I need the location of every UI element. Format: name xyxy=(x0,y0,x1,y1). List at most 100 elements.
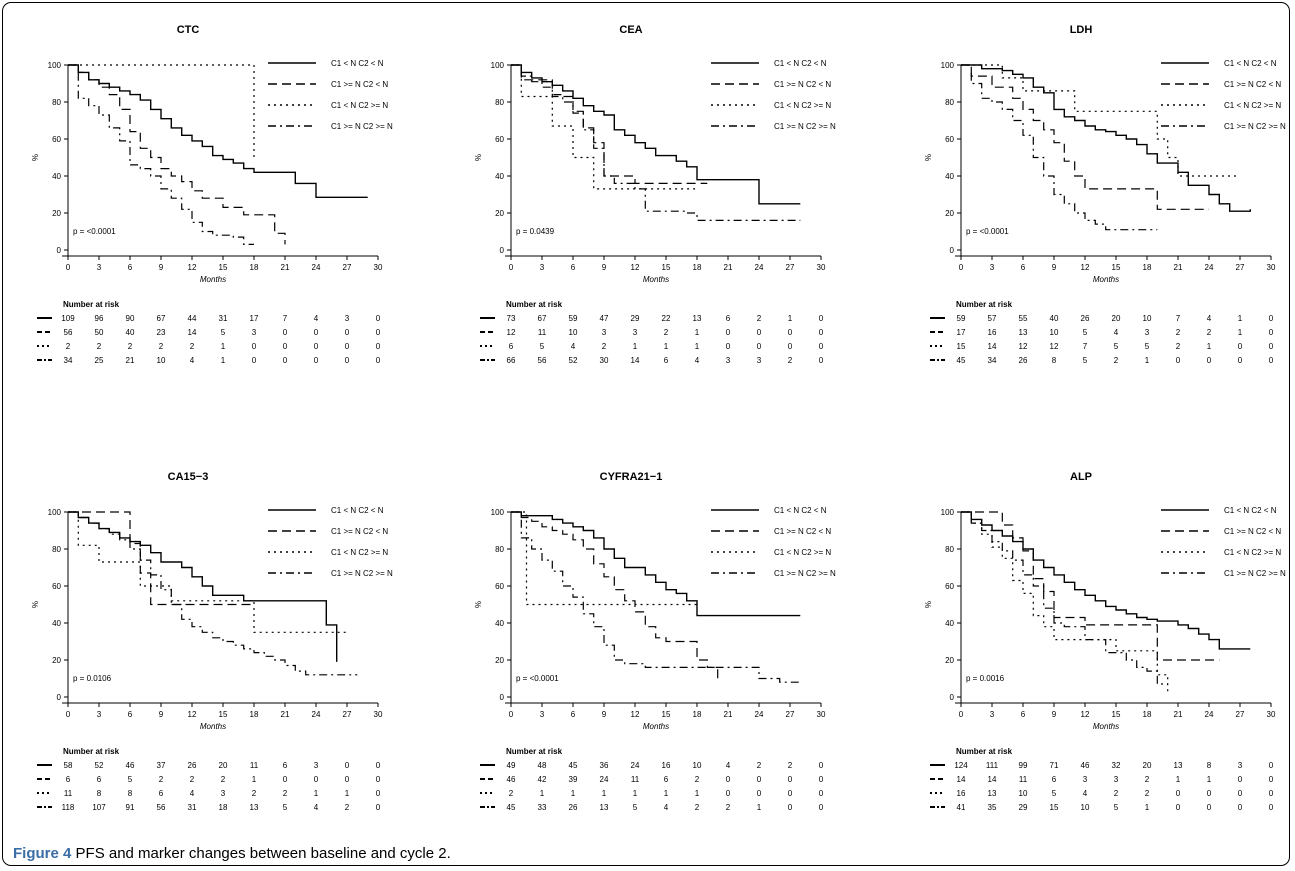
risk-count: 0 xyxy=(345,356,350,365)
panel-title: CYFRA21−1 xyxy=(600,471,663,483)
risk-count: 66 xyxy=(507,356,516,365)
p-value-label: p = 0.0016 xyxy=(966,674,1005,683)
risk-count: 0 xyxy=(376,314,381,323)
risk-count: 0 xyxy=(819,314,824,323)
risk-count: 1 xyxy=(571,789,576,798)
risk-count: 48 xyxy=(538,761,547,770)
risk-count: 14 xyxy=(988,342,997,351)
km-curve-3 xyxy=(961,64,1240,177)
x-tick-label: 27 xyxy=(343,263,352,272)
risk-count: 0 xyxy=(283,328,288,337)
risk-count: 2 xyxy=(283,789,288,798)
x-tick-label: 12 xyxy=(631,710,640,719)
km-curve-1 xyxy=(68,64,368,198)
risk-count: 73 xyxy=(507,314,516,323)
risk-count: 2 xyxy=(128,342,133,351)
risk-count: 0 xyxy=(757,789,762,798)
x-tick-label: 21 xyxy=(1174,263,1183,272)
risk-count: 49 xyxy=(507,761,516,770)
risk-count: 2 xyxy=(190,342,195,351)
risk-count: 4 xyxy=(695,356,700,365)
risk-count: 111 xyxy=(986,761,999,770)
risk-count: 1 xyxy=(695,789,700,798)
risk-count: 0 xyxy=(726,328,731,337)
legend-label-4: C1 >= N C2 >= N xyxy=(331,122,393,131)
y-tick-label: 100 xyxy=(491,61,505,70)
risk-count: 2 xyxy=(1207,328,1212,337)
km-curve-4 xyxy=(68,511,358,676)
risk-count: 96 xyxy=(95,314,104,323)
risk-count: 5 xyxy=(221,328,226,337)
risk-count: 4 xyxy=(1114,328,1119,337)
km-curve-4 xyxy=(961,511,1168,685)
risk-count: 4 xyxy=(1207,314,1212,323)
risk-count: 0 xyxy=(819,328,824,337)
km-curve-1 xyxy=(511,64,801,205)
y-tick-label: 100 xyxy=(941,508,955,517)
risk-count: 0 xyxy=(757,328,762,337)
x-tick-label: 27 xyxy=(1236,710,1245,719)
y-tick-label: 80 xyxy=(945,545,954,554)
risk-count: 2 xyxy=(1145,789,1150,798)
legend-label-4: C1 >= N C2 >= N xyxy=(331,569,393,578)
x-tick-label: 24 xyxy=(312,710,321,719)
x-tick-label: 30 xyxy=(1267,263,1276,272)
x-tick-label: 18 xyxy=(250,710,259,719)
risk-count: 13 xyxy=(1019,328,1028,337)
x-tick-label: 9 xyxy=(1052,263,1057,272)
risk-count: 4 xyxy=(571,342,576,351)
x-tick-label: 27 xyxy=(786,710,795,719)
legend-label-1: C1 < N C2 < N xyxy=(1224,506,1277,515)
risk-count: 10 xyxy=(1019,789,1028,798)
risk-count: 2 xyxy=(221,775,226,784)
y-tick-label: 60 xyxy=(495,135,504,144)
risk-count: 6 xyxy=(1052,775,1057,784)
risk-count: 99 xyxy=(1019,761,1028,770)
legend-label-1: C1 < N C2 < N xyxy=(1224,59,1277,68)
risk-count: 2 xyxy=(757,314,762,323)
risk-count: 2 xyxy=(695,803,700,812)
legend-label-3: C1 < N C2 >= N xyxy=(331,101,388,110)
risk-count: 0 xyxy=(376,803,381,812)
risk-count: 0 xyxy=(1207,803,1212,812)
risk-count: 46 xyxy=(126,761,135,770)
x-tick-label: 6 xyxy=(128,710,133,719)
risk-count: 11 xyxy=(64,789,73,798)
risk-count: 45 xyxy=(569,761,578,770)
risk-count: 23 xyxy=(157,328,166,337)
panel-title: LDH xyxy=(1070,24,1093,36)
x-tick-label: 21 xyxy=(724,263,733,272)
y-tick-label: 20 xyxy=(495,209,504,218)
y-tick-label: 0 xyxy=(950,693,955,702)
risk-count: 7 xyxy=(1176,314,1181,323)
risk-count: 42 xyxy=(538,775,547,784)
x-tick-label: 0 xyxy=(959,263,964,272)
km-curve-3 xyxy=(511,511,697,606)
risk-count: 46 xyxy=(1081,761,1090,770)
risk-count: 67 xyxy=(538,314,547,323)
risk-count: 1 xyxy=(252,775,257,784)
km-curve-4 xyxy=(511,511,801,683)
risk-count: 24 xyxy=(600,775,609,784)
risk-table-title: Number at risk xyxy=(956,747,1013,756)
risk-count: 2 xyxy=(726,803,731,812)
legend-label-3: C1 < N C2 >= N xyxy=(1224,101,1281,110)
risk-count: 41 xyxy=(957,803,966,812)
risk-count: 0 xyxy=(726,789,731,798)
risk-count: 0 xyxy=(376,356,381,365)
risk-count: 2 xyxy=(757,761,762,770)
km-curve-2 xyxy=(511,64,708,184)
risk-count: 2 xyxy=(190,775,195,784)
x-tick-label: 3 xyxy=(97,710,102,719)
risk-count: 26 xyxy=(1019,356,1028,365)
risk-count: 91 xyxy=(126,803,135,812)
y-axis-label: % xyxy=(31,154,40,161)
y-tick-label: 0 xyxy=(57,246,62,255)
risk-count: 52 xyxy=(95,761,104,770)
risk-count: 1 xyxy=(1238,328,1243,337)
y-tick-label: 60 xyxy=(495,582,504,591)
risk-count: 52 xyxy=(569,356,578,365)
risk-count: 45 xyxy=(507,803,516,812)
risk-count: 10 xyxy=(693,761,702,770)
risk-count: 4 xyxy=(726,761,731,770)
